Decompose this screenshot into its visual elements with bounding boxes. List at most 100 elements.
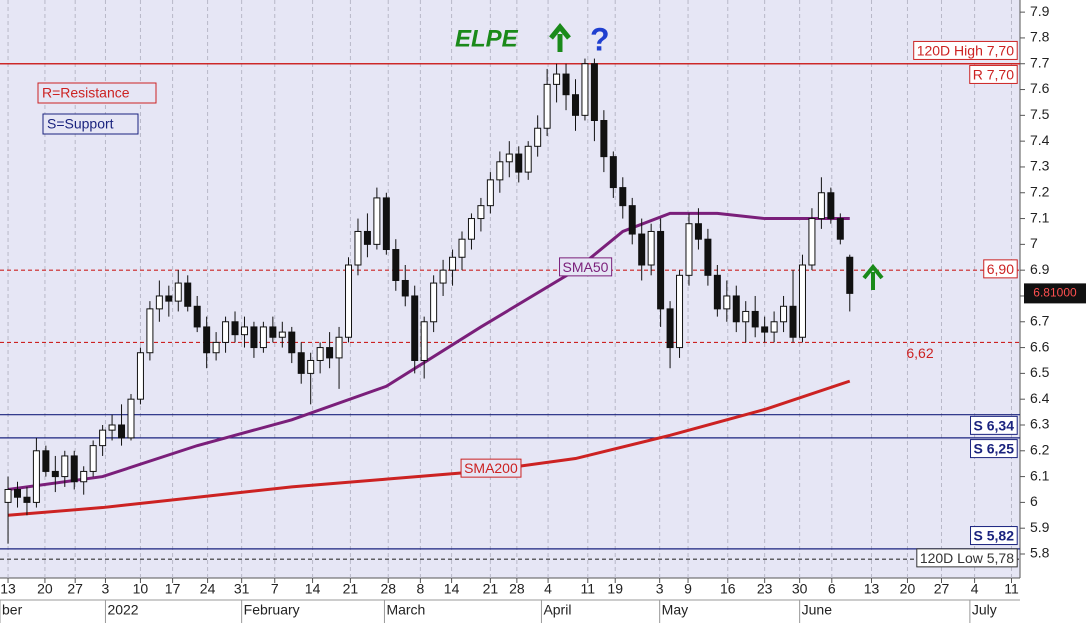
candle-body [846,256,854,294]
candle-body [335,336,343,359]
x-tick-label: 14 [305,581,321,597]
candle-body [553,73,561,85]
candle-body [713,274,721,310]
candle-body [392,249,400,281]
chart-title: ELPE [455,25,519,52]
month-label: June [802,602,833,618]
level-label-box [916,548,1018,568]
y-tick-label: 6.5 [1030,364,1050,380]
y-tick-label: 5.8 [1030,545,1050,561]
x-tick-label: 16 [720,581,736,597]
level-label: S 6,34 [974,417,1015,433]
candle-body [382,197,390,251]
candle-body [524,145,532,173]
candle-body [798,264,806,338]
month-label: April [543,602,571,618]
candle-body [32,450,40,503]
up-arrow [549,23,571,52]
last-price-box [1024,283,1086,304]
candle-body [136,352,144,400]
candle-body [808,218,816,266]
level-label-box [913,40,1018,60]
candle-body [174,282,182,302]
x-tick-label: 4 [544,581,552,597]
x-tick-label: 28 [380,581,396,597]
candle-body [704,238,712,276]
x-tick-label: 17 [165,581,181,597]
candle-body [515,153,523,173]
y-axis-area [1020,0,1090,623]
candle-body [13,488,21,498]
candle-body [685,223,693,276]
y-tick-label: 6.1 [1030,467,1050,483]
candle-body [676,274,684,349]
candle-body [80,470,88,483]
candle-body [297,352,305,374]
month-label: ber [2,602,23,618]
candle-body [240,326,248,336]
y-tick-label: 7.5 [1030,106,1050,122]
y-tick-label: 6.2 [1030,441,1050,457]
candle-body [127,398,135,439]
x-tick-label: 13 [864,581,880,597]
x-tick-label: 10 [133,581,149,597]
x-tick-label: 20 [900,581,916,597]
candle-body [458,238,466,258]
last-price-label: 6.81000 [1033,286,1077,300]
candle-body [193,305,201,328]
candle-body [288,331,296,354]
level-label-box [969,64,1018,84]
level-label: 120D Low 5,78 [920,550,1014,566]
candle-body [571,94,579,116]
x-tick-label: 8 [416,581,424,597]
candle-body [609,156,617,189]
x-tick-label: 21 [343,581,359,597]
level-label: S 6,25 [974,441,1015,457]
question-mark: ? [590,21,610,57]
candle-body [401,279,409,297]
candle-body [836,218,844,240]
series-label: SMA50 [563,259,609,275]
legend-box [37,82,157,104]
x-tick-label: 9 [684,581,692,597]
legend-box [42,113,139,135]
candle-body [99,429,107,447]
candle-body [534,127,542,147]
x-tick-label: 7 [271,581,279,597]
candle-body [439,269,447,284]
candle-body [496,161,504,181]
y-tick-label: 6.7 [1030,312,1050,328]
candle-body [4,488,12,503]
month-label: February [244,602,300,618]
x-tick-label: 31 [234,581,250,597]
candle-body [108,424,116,431]
x-tick-label: 6 [828,581,836,597]
candle-body [165,295,173,302]
candle-body [742,310,750,323]
candle-body [780,305,788,323]
y-tick-label: 6.3 [1030,416,1050,432]
y-tick-label: 7.3 [1030,158,1050,174]
candle-body [269,326,277,338]
up-arrow [862,263,884,290]
level-label-box [970,439,1018,459]
candle-body [212,341,220,354]
y-tick-label: 7.7 [1030,54,1050,70]
y-tick-label: 6.6 [1030,338,1050,354]
candle-body [373,197,381,245]
candle-body [23,496,31,503]
candle-body [146,308,154,354]
candle-body [345,264,353,338]
level-label: S 5,82 [974,528,1015,544]
x-tick-label: 3 [102,581,110,597]
x-tick-label: 19 [607,581,623,597]
candle-body [231,321,239,336]
candle-body [477,205,485,220]
y-tick-label: 7.8 [1030,29,1050,45]
candle-body [751,310,759,328]
x-tick-label: 21 [483,581,499,597]
y-tick-label: 7.9 [1030,3,1050,19]
candle-body [42,450,50,472]
x-tick-label: 11 [1004,581,1019,597]
month-label: 2022 [107,602,138,618]
